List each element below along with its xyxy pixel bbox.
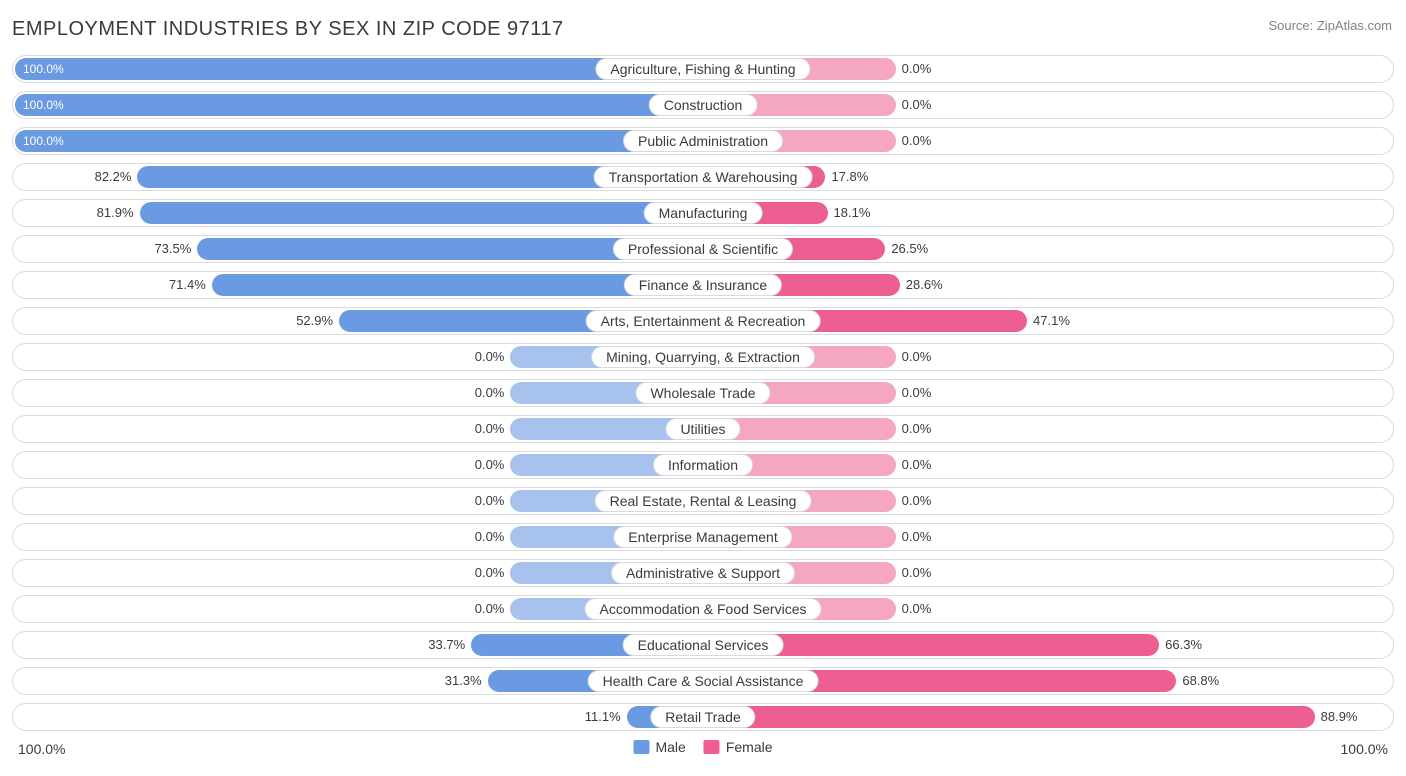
axis-right-label: 100.0% — [1341, 741, 1388, 757]
pct-female: 68.8% — [1182, 670, 1219, 692]
category-label: Wholesale Trade — [635, 382, 770, 404]
pct-male: 82.2% — [95, 166, 132, 188]
pct-male: 52.9% — [296, 310, 333, 332]
pct-male: 11.1% — [585, 706, 621, 728]
chart-row: 33.7% 66.3% Educational Services — [12, 631, 1394, 659]
category-label: Information — [653, 454, 753, 476]
chart-row: 71.4% 28.6% Finance & Insurance — [12, 271, 1394, 299]
pct-male: 73.5% — [154, 238, 191, 260]
pct-male: 81.9% — [97, 202, 134, 224]
category-label: Agriculture, Fishing & Hunting — [595, 58, 810, 80]
chart-row: 0.0% 0.0% Accommodation & Food Services — [12, 595, 1394, 623]
pct-male: 0.0% — [475, 490, 505, 512]
chart-row: 31.3% 68.8% Health Care & Social Assistanc… — [12, 667, 1394, 695]
diverging-bar-chart: 100.0% 0.0% Agriculture, Fishing & Hunting… — [12, 55, 1394, 731]
legend-label-female: Female — [726, 739, 773, 755]
category-label: Educational Services — [623, 634, 784, 656]
pct-male: 100.0% — [23, 58, 64, 80]
category-label: Mining, Quarrying, & Extraction — [591, 346, 815, 368]
pct-male: 0.0% — [475, 562, 505, 584]
chart-row: 11.1% 88.9% Retail Trade — [12, 703, 1394, 731]
pct-female: 0.0% — [902, 382, 932, 404]
pct-male: 0.0% — [475, 418, 505, 440]
pct-male: 31.3% — [445, 670, 482, 692]
category-label: Administrative & Support — [611, 562, 795, 584]
pct-female: 0.0% — [902, 526, 932, 548]
pct-female: 28.6% — [906, 274, 943, 296]
pct-female: 0.0% — [902, 346, 932, 368]
pct-male: 0.0% — [475, 382, 505, 404]
chart-row: 0.0% 0.0% Utilities — [12, 415, 1394, 443]
category-label: Construction — [649, 94, 758, 116]
chart-row: 100.0% 0.0% Construction — [12, 91, 1394, 119]
pct-female: 0.0% — [902, 454, 932, 476]
chart-title: EMPLOYMENT INDUSTRIES BY SEX IN ZIP CODE… — [12, 18, 1394, 41]
pct-female: 88.9% — [1321, 706, 1358, 728]
category-label: Manufacturing — [644, 202, 763, 224]
pct-male: 33.7% — [428, 634, 465, 656]
bar-male — [15, 130, 703, 152]
chart-row: 52.9% 47.1% Arts, Entertainment & Recreati… — [12, 307, 1394, 335]
legend-label-male: Male — [655, 739, 685, 755]
bar-male — [15, 94, 703, 116]
chart-row: 0.0% 0.0% Mining, Quarrying, & Extraction — [12, 343, 1394, 371]
pct-male: 100.0% — [23, 94, 64, 116]
chart-row: 0.0% 0.0% Administrative & Support — [12, 559, 1394, 587]
source-label: Source: ZipAtlas.com — [1268, 18, 1392, 33]
pct-female: 0.0% — [902, 58, 932, 80]
pct-male: 100.0% — [23, 130, 64, 152]
chart-row: 73.5% 26.5% Professional & Scientific — [12, 235, 1394, 263]
pct-female: 47.1% — [1033, 310, 1070, 332]
category-label: Utilities — [665, 418, 740, 440]
pct-male: 0.0% — [475, 454, 505, 476]
bar-male — [140, 202, 703, 224]
chart-row: 0.0% 0.0% Real Estate, Rental & Leasing — [12, 487, 1394, 515]
chart-row: 0.0% 0.0% Information — [12, 451, 1394, 479]
axis-left-label: 100.0% — [18, 741, 65, 757]
axis-row: 100.0% Male Female 100.0% — [12, 739, 1394, 763]
pct-female: 66.3% — [1165, 634, 1202, 656]
chart-row: 81.9% 18.1% Manufacturing — [12, 199, 1394, 227]
category-label: Health Care & Social Assistance — [588, 670, 819, 692]
legend-swatch-female — [704, 740, 720, 754]
chart-row: 100.0% 0.0% Public Administration — [12, 127, 1394, 155]
category-label: Public Administration — [623, 130, 783, 152]
legend: Male Female — [633, 739, 772, 755]
pct-male: 0.0% — [475, 346, 505, 368]
legend-item-female: Female — [704, 739, 773, 755]
pct-female: 0.0% — [902, 418, 932, 440]
pct-male: 0.0% — [475, 526, 505, 548]
legend-swatch-male — [633, 740, 649, 754]
pct-female: 0.0% — [902, 130, 932, 152]
category-label: Accommodation & Food Services — [585, 598, 822, 620]
chart-row: 0.0% 0.0% Wholesale Trade — [12, 379, 1394, 407]
pct-female: 0.0% — [902, 94, 932, 116]
chart-row: 0.0% 0.0% Enterprise Management — [12, 523, 1394, 551]
category-label: Real Estate, Rental & Leasing — [595, 490, 812, 512]
pct-female: 18.1% — [834, 202, 871, 224]
category-label: Retail Trade — [650, 706, 755, 728]
pct-female: 0.0% — [902, 562, 932, 584]
category-label: Transportation & Warehousing — [594, 166, 813, 188]
bar-female — [703, 706, 1315, 728]
category-label: Arts, Entertainment & Recreation — [586, 310, 821, 332]
pct-female: 0.0% — [902, 598, 932, 620]
chart-row: 100.0% 0.0% Agriculture, Fishing & Hunting — [12, 55, 1394, 83]
pct-male: 0.0% — [475, 598, 505, 620]
chart-row: 82.2% 17.8% Transportation & Warehousing — [12, 163, 1394, 191]
category-label: Finance & Insurance — [624, 274, 782, 296]
category-label: Enterprise Management — [613, 526, 792, 548]
legend-item-male: Male — [633, 739, 685, 755]
pct-female: 0.0% — [902, 490, 932, 512]
pct-female: 26.5% — [891, 238, 928, 260]
category-label: Professional & Scientific — [613, 238, 793, 260]
pct-male: 71.4% — [169, 274, 206, 296]
pct-female: 17.8% — [831, 166, 868, 188]
